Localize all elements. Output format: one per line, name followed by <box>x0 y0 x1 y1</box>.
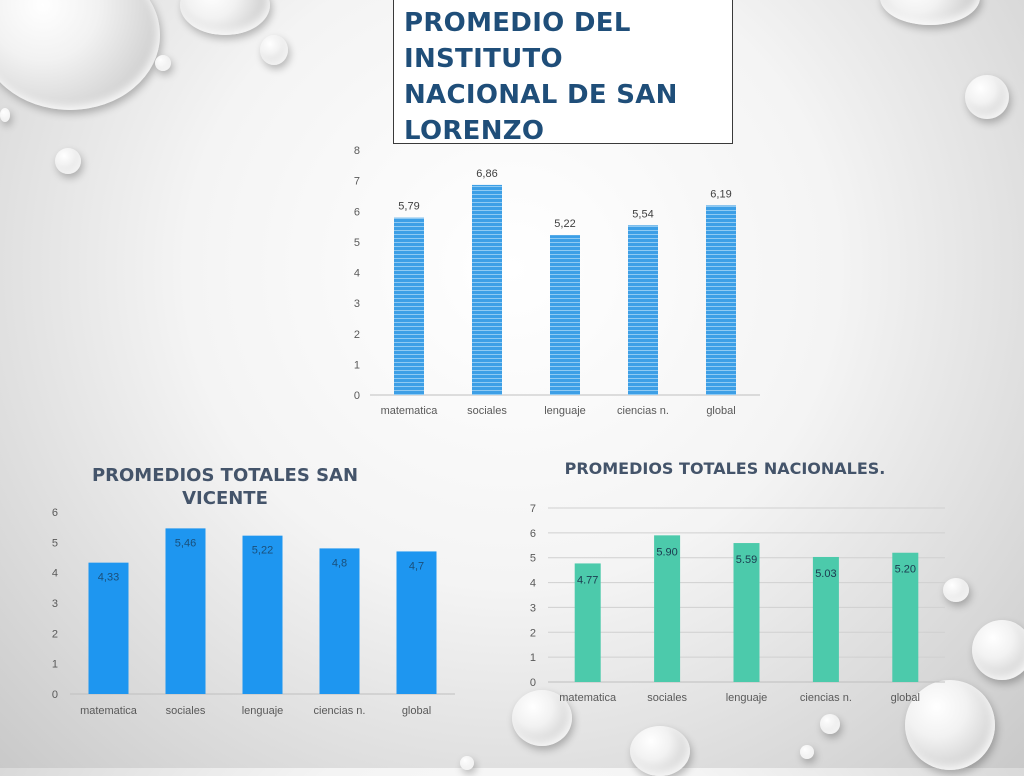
left-chart-category-label: lenguaje <box>242 705 284 717</box>
water-drop-decoration <box>55 148 81 174</box>
top-chart-data-label: 5,79 <box>398 201 419 213</box>
left-chart-y-tick-label: 4 <box>52 568 58 580</box>
left-chart-y-tick-label: 2 <box>52 628 58 640</box>
left-chart-bar <box>88 562 129 694</box>
right-chart-data-label: 5.59 <box>736 554 757 566</box>
water-drop-decoration <box>905 680 995 770</box>
water-drop-decoration <box>820 714 840 734</box>
right-chart-category-label: ciencias n. <box>800 692 852 704</box>
slide-title: PROMEDIO DEL INSTITUTO NACIONAL DE SAN L… <box>404 8 678 146</box>
top-chart-category-label: global <box>706 405 735 417</box>
left-chart-y-tick-label: 0 <box>52 689 58 701</box>
left-chart-data-label: 5,22 <box>252 545 273 557</box>
left-chart-y-tick-label: 3 <box>52 598 58 610</box>
left-chart-y-tick-label: 1 <box>52 659 58 671</box>
right-chart-bar <box>654 535 681 682</box>
top-chart-data-label: 6,19 <box>710 188 731 200</box>
top-chart-y-tick-label: 7 <box>354 176 360 188</box>
right-chart-data-label: 5.03 <box>815 568 836 580</box>
left-chart-data-label: 5,46 <box>175 537 196 549</box>
top-chart-bar <box>628 225 658 395</box>
left-chart-data-label: 4,8 <box>332 557 347 569</box>
right-chart-data-label: 5.90 <box>656 546 677 558</box>
top-chart-category-label: lenguaje <box>544 405 586 417</box>
slide-title-box: PROMEDIO DEL INSTITUTO NACIONAL DE SAN L… <box>393 0 733 146</box>
top-chart-y-tick-label: 8 <box>354 145 360 157</box>
right-chart-category-label: lenguaje <box>726 692 768 704</box>
right-chart-category-label: matematica <box>559 692 617 704</box>
water-drop-decoration <box>260 35 288 65</box>
top-chart-bar <box>550 235 580 395</box>
top-chart-bar <box>706 205 736 395</box>
right-chart-data-label: 4.77 <box>577 574 598 586</box>
right-chart-category-label: sociales <box>647 692 687 704</box>
right-chart-y-tick-label: 5 <box>530 553 536 565</box>
left-chart-category-label: sociales <box>166 705 206 717</box>
left-chart-y-tick-label: 5 <box>52 537 58 549</box>
right-chart-bar <box>892 552 919 682</box>
water-drop-decoration <box>512 690 572 746</box>
left-chart-bar <box>396 551 437 694</box>
left-chart-category-label: matematica <box>80 705 138 717</box>
left-chart-data-label: 4,7 <box>409 560 424 572</box>
water-drop-decoration <box>965 75 1009 119</box>
right-chart-y-tick-label: 4 <box>530 578 536 590</box>
left-chart-y-tick-label: 6 <box>52 507 58 519</box>
left-chart-bar <box>165 528 206 694</box>
left-chart-category-label: global <box>402 705 431 717</box>
left-chart-bar <box>319 548 360 694</box>
top-chart-y-tick-label: 6 <box>354 206 360 218</box>
left-chart-bar <box>242 535 283 694</box>
water-drop-decoration <box>155 55 171 71</box>
left-chart-category-label: ciencias n. <box>314 705 366 717</box>
top-chart-category-label: sociales <box>467 405 507 417</box>
right-chart-y-tick-label: 3 <box>530 602 536 614</box>
top-chart-category-label: matematica <box>381 405 439 417</box>
top-chart-y-tick-label: 3 <box>354 298 360 310</box>
right-chart-y-tick-label: 6 <box>530 528 536 540</box>
right-chart-bar <box>812 556 839 682</box>
right-chart-category-label: global <box>891 692 920 704</box>
top-chart-data-label: 6,86 <box>476 168 497 180</box>
top-chart-category-label: ciencias n. <box>617 405 669 417</box>
right-chart-y-tick-label: 0 <box>530 677 536 689</box>
right-chart-y-tick-label: 2 <box>530 627 536 639</box>
top-chart-y-tick-label: 4 <box>354 268 360 280</box>
right-chart-bar <box>733 543 760 682</box>
top-chart-data-label: 5,22 <box>554 218 575 230</box>
right-chart-y-tick-label: 7 <box>530 503 536 515</box>
water-drop-decoration <box>943 578 969 602</box>
right-chart-title: PROMEDIOS TOTALES NACIONALES. <box>564 459 886 478</box>
water-drop-decoration <box>0 108 10 122</box>
top-chart-y-tick-label: 1 <box>354 359 360 371</box>
top-chart-bar <box>472 184 502 395</box>
water-drop-decoration <box>972 620 1024 680</box>
right-chart-bar <box>574 563 601 682</box>
right-chart-y-tick-label: 1 <box>530 652 536 664</box>
right-chart-data-label: 5.20 <box>895 564 916 576</box>
top-chart-y-tick-label: 0 <box>354 390 360 402</box>
left-chart-data-label: 4,33 <box>98 572 119 584</box>
top-chart-y-tick-label: 5 <box>354 237 360 249</box>
left-chart-title: PROMEDIOS TOTALES SAN VICENTE <box>91 465 359 509</box>
top-chart-bar <box>394 217 424 395</box>
water-drop-decoration <box>460 756 474 770</box>
top-chart-y-tick-label: 2 <box>354 329 360 341</box>
water-drop-decoration <box>800 745 814 759</box>
top-chart-data-label: 5,54 <box>632 208 653 220</box>
